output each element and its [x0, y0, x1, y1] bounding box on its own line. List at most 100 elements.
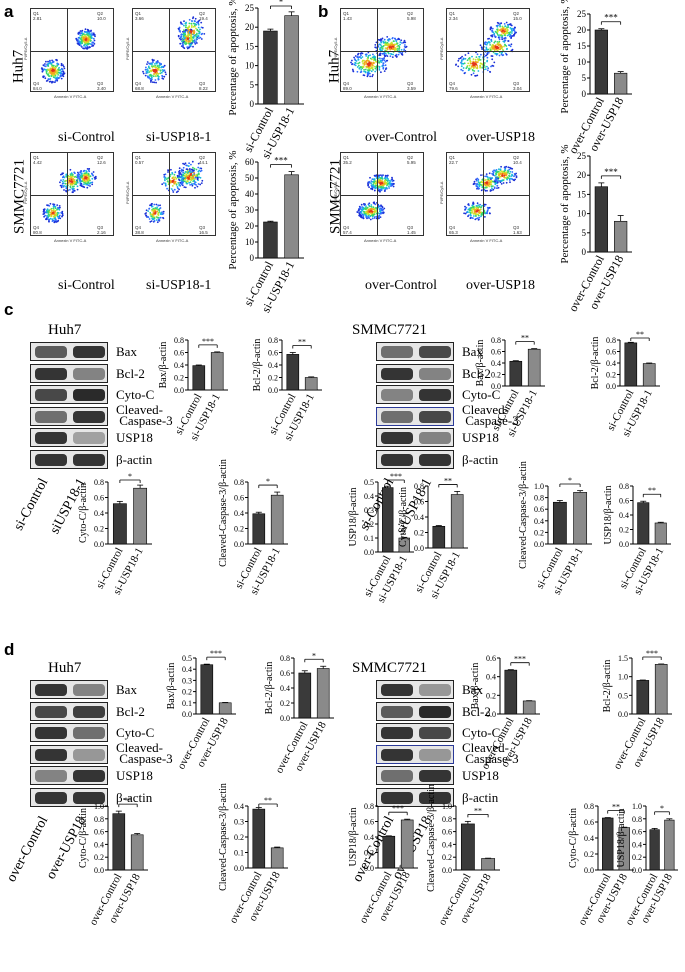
y-tick-label: 0.0 [280, 714, 290, 723]
panel-label-c: c [4, 300, 14, 319]
y-axis-label: Bax/β-actin [166, 663, 177, 710]
blot-strip [30, 428, 108, 447]
quadrant-hline [133, 195, 215, 196]
blot-band [35, 389, 67, 401]
y-tick-label: 0.6 [94, 494, 104, 503]
quadrant-value: Q1 22.7 [449, 155, 458, 165]
bar [270, 847, 284, 869]
sig-stars: ** [648, 486, 656, 495]
y-tick-label: 0.3 [182, 676, 192, 685]
panel-label-a: a [4, 2, 14, 21]
bar [298, 672, 312, 719]
blot-strip [376, 723, 454, 742]
y-tick-label: 0.2 [182, 688, 192, 697]
y-tick-label: 0.8 [234, 478, 244, 487]
blot-band [381, 727, 413, 739]
y-tick-label: 15 [577, 41, 587, 51]
y-tick-label: 1.0 [632, 802, 642, 811]
quadrant-value: Q4 80.8 [33, 225, 42, 235]
y-tick-label: 0.4 [584, 834, 594, 843]
bar [252, 808, 266, 869]
y-tick-label: 0.2 [606, 371, 616, 380]
y-tick-label: 0.8 [534, 494, 544, 503]
bar [218, 702, 232, 715]
blot-band [381, 410, 413, 423]
y-tick-label: 0.0 [364, 864, 374, 873]
blot-strip [30, 385, 108, 404]
bar [602, 817, 614, 871]
blot-strip [376, 428, 454, 447]
y-tick-label: 0.1 [182, 699, 192, 708]
y-axis-label: Cleaved-Caspase-3/β-actin [218, 459, 229, 567]
quadrant-value: Q1 35.2 [343, 155, 352, 165]
flow-axis-x: Annexin V FITC-A [364, 238, 397, 243]
blot-protein-label: β-actin [462, 789, 499, 805]
blot-band [381, 705, 413, 718]
bar [210, 352, 224, 391]
y-tick-label: 0.4 [364, 833, 374, 842]
blot-band [381, 346, 413, 358]
quadrant-value: Q1 2.34 [449, 11, 458, 21]
wb-title-smmc-c: SMMC7721 [352, 322, 428, 338]
y-tick-label: 0.6 [584, 818, 594, 827]
bar [654, 664, 668, 715]
y-tick-label: 10 [577, 57, 587, 67]
sig-stars: * [568, 476, 572, 485]
blot-band [419, 705, 451, 718]
sig-stars: * [660, 804, 664, 813]
blot-strip [30, 723, 108, 742]
y-tick-label: 0.0 [486, 710, 496, 719]
y-axis-label: USP18/β-actin [603, 486, 614, 545]
blot-band [419, 389, 451, 401]
y-tick-label: 0.6 [491, 348, 501, 357]
y-axis-label: Cyto-C/β-actin [568, 808, 579, 868]
y-tick-label: 0.0 [632, 866, 642, 875]
sig-stars: *** [390, 472, 402, 481]
blot-band [35, 705, 67, 718]
blot-band [35, 346, 67, 358]
blot-protein-label: β-actin [116, 451, 153, 467]
blot-strip [30, 787, 108, 807]
y-tick-label: 0.0 [584, 866, 594, 875]
y-tick-label: 1.0 [442, 802, 452, 811]
y-tick-label: 0.4 [268, 361, 278, 370]
bar [614, 220, 628, 253]
y-tick-label: 0.8 [632, 815, 642, 824]
blot-band [419, 367, 451, 380]
flow-plot: Q1 0.57 Q2 44.1 Q4 38.8 Q3 16.5 [132, 152, 216, 236]
blot-protein-label: Cleaved- Caspase-3 [116, 401, 173, 428]
blot-band [419, 770, 451, 782]
quadrant-value: Q3 8.22 [199, 81, 208, 91]
bar [270, 494, 284, 545]
y-tick-label: 10 [245, 237, 255, 247]
y-tick-label: 0.2 [268, 374, 278, 383]
sig-stars: ** [264, 796, 272, 805]
y-axis-label: Cyto-C/β-actin [78, 483, 89, 543]
quadrant-value: Q2 19.4 [199, 11, 208, 21]
flow-plot: Q1 1.43 Q2 5.98 Q4 89.0 Q3 3.59 [340, 8, 424, 92]
bar [654, 522, 667, 545]
bar [481, 858, 496, 871]
bar [304, 377, 318, 391]
blot-protein-label: Cyto-C [462, 387, 501, 402]
quadrant-vline [67, 9, 68, 91]
y-tick-label: 1.5 [618, 654, 628, 663]
quadrant-value: Q4 79.6 [449, 81, 458, 91]
blot-protein-label: Bcl-2 [462, 365, 491, 381]
flow-plot: Q1 2.81 Q2 10.0 Q4 84.0 Q3 3.40 [30, 8, 114, 92]
y-tick-label: 25 [577, 9, 587, 19]
y-tick-label: 0.2 [280, 699, 290, 708]
y-tick-label: 25 [577, 151, 587, 161]
y-tick-label: 0.6 [364, 818, 374, 827]
blot-protein-label: USP18 [462, 768, 499, 783]
blot-band [419, 410, 451, 423]
y-tick-label: 0.2 [486, 691, 496, 700]
quadrant-value: Q4 89.0 [343, 81, 352, 91]
blot-strip [376, 701, 454, 721]
y-tick-label: 0.2 [174, 374, 184, 383]
y-tick-label: 0.6 [280, 669, 290, 678]
blot-strip [376, 406, 454, 426]
quadrant-value: Q1 2.81 [33, 11, 42, 21]
y-tick-label: 0.5 [364, 478, 374, 487]
bar [200, 664, 214, 715]
